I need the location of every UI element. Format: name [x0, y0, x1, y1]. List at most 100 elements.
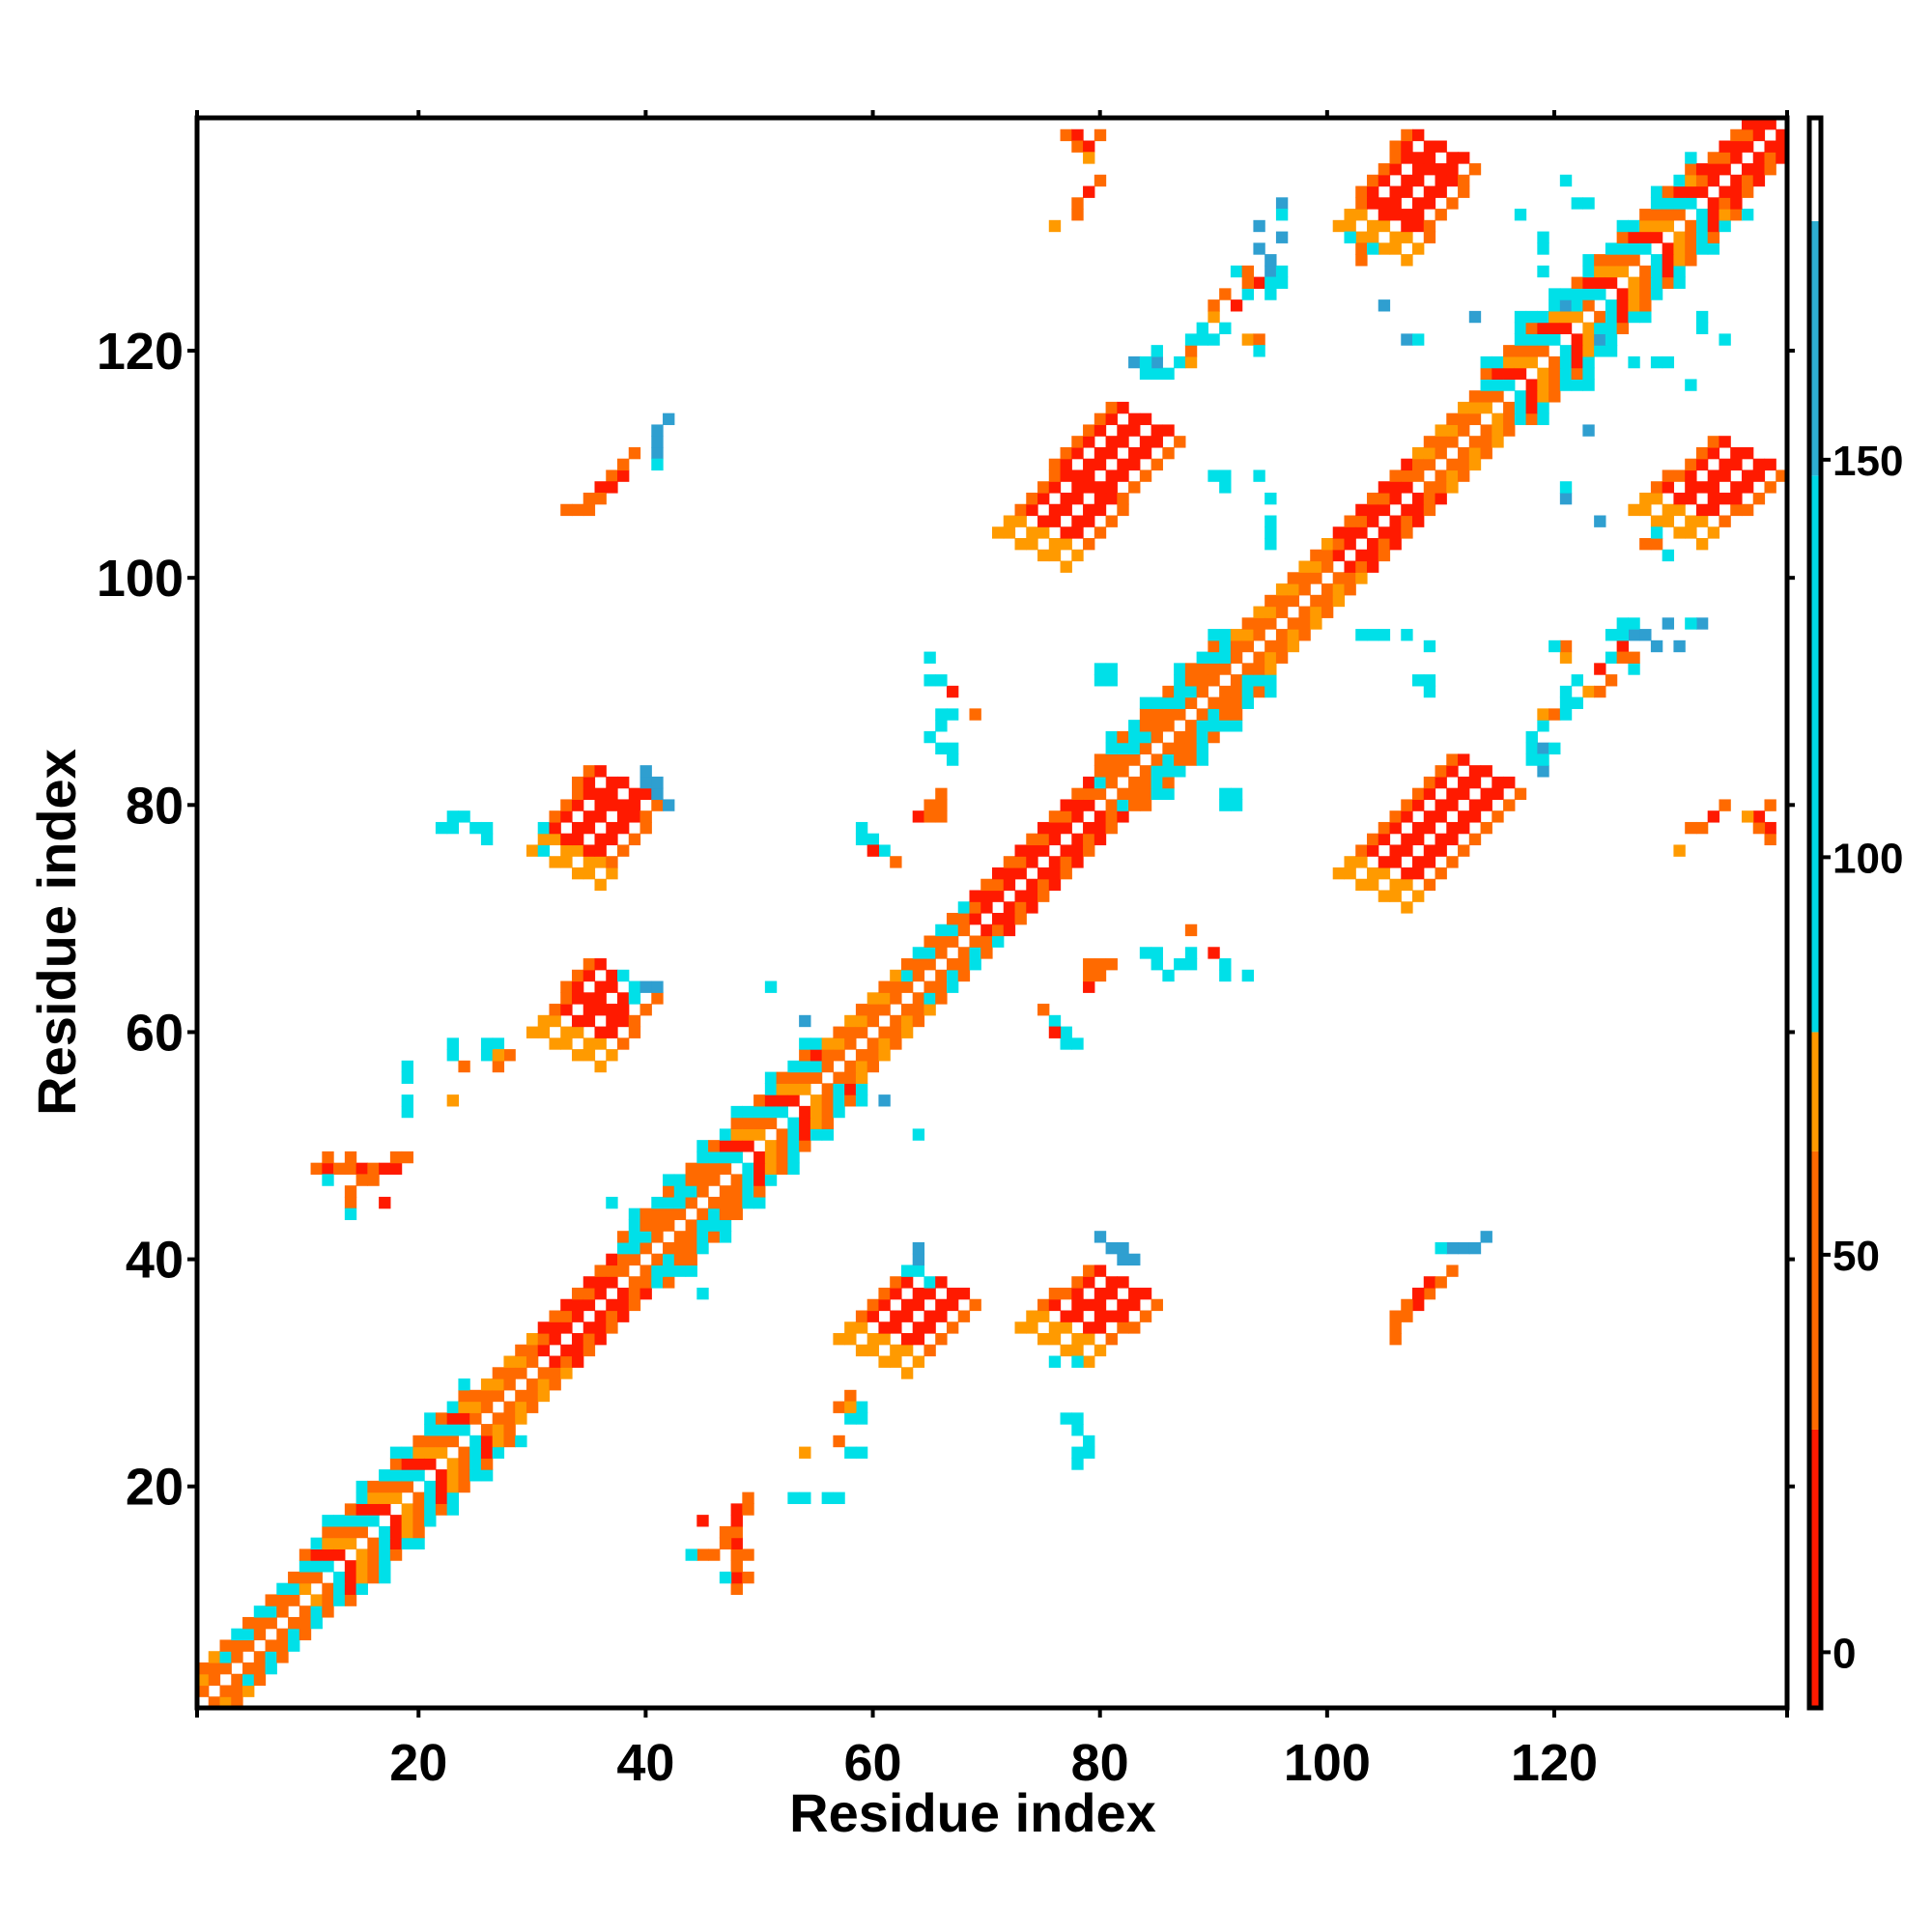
- heatmap-cell: [1559, 685, 1573, 698]
- heatmap-cell: [1525, 345, 1538, 357]
- heatmap-cell: [333, 1582, 346, 1596]
- heatmap-cell: [1730, 458, 1743, 471]
- heatmap-cell: [1083, 152, 1095, 164]
- heatmap-cell: [526, 1026, 539, 1038]
- heatmap-cell: [1094, 765, 1107, 778]
- heatmap-cell: [912, 1264, 925, 1277]
- heatmap-cell: [333, 1548, 346, 1561]
- heatmap-cell: [1048, 1026, 1062, 1038]
- heatmap-cell: [355, 1503, 368, 1516]
- heatmap-cell: [1537, 242, 1549, 255]
- heatmap-cell: [696, 1515, 709, 1527]
- x-axis: 20 40 60 80 100 120: [195, 110, 1789, 1792]
- heatmap-cell: [1105, 436, 1118, 448]
- heatmap-cell: [912, 947, 925, 959]
- heatmap-cell: [435, 1435, 448, 1448]
- heatmap-cell: [753, 1151, 766, 1164]
- heatmap-cell: [1401, 1310, 1413, 1322]
- heatmap-cell: [1060, 446, 1072, 460]
- heatmap-cell: [651, 1264, 664, 1277]
- heatmap-cell: [560, 503, 573, 517]
- heatmap-cell: [1741, 163, 1754, 176]
- heatmap-cell: [379, 1525, 391, 1539]
- heatmap-cell: [1287, 639, 1300, 653]
- heatmap-cell: [617, 469, 630, 482]
- heatmap-cell: [1060, 856, 1072, 868]
- heatmap-cell: [1628, 663, 1640, 675]
- heatmap-cell: [1673, 231, 1686, 243]
- heatmap-cell: [1458, 844, 1470, 857]
- heatmap-cell: [1128, 481, 1141, 494]
- heatmap-cell: [1458, 424, 1470, 437]
- y-axis-title: Residue index: [26, 749, 87, 1116]
- heatmap-cell: [912, 1287, 925, 1300]
- heatmap-cell: [1605, 254, 1618, 267]
- heatmap-cell: [764, 1105, 778, 1119]
- heatmap-cell: [821, 1049, 834, 1062]
- heatmap-cell: [1662, 481, 1675, 494]
- heatmap-cell: [1650, 276, 1663, 289]
- heatmap-cell: [1389, 1321, 1402, 1334]
- heatmap-cell: [469, 1401, 482, 1413]
- heatmap-cell: [1264, 515, 1277, 527]
- heatmap-cell: [651, 776, 664, 789]
- heatmap-cell: [526, 1355, 539, 1368]
- heatmap-cell: [253, 1628, 267, 1641]
- heatmap-cell: [1514, 209, 1527, 221]
- heatmap-cell: [1639, 242, 1652, 255]
- heatmap-cell: [1628, 617, 1640, 630]
- heatmap-cell: [606, 787, 618, 801]
- heatmap-cell: [1037, 890, 1050, 902]
- heatmap-cell: [617, 1298, 630, 1312]
- heatmap-cell: [1389, 890, 1402, 902]
- heatmap-cell: [890, 1321, 902, 1334]
- heatmap-cell: [1264, 663, 1277, 675]
- heatmap-cell: [1071, 469, 1084, 482]
- heatmap-cell: [1208, 310, 1220, 324]
- heatmap-cell: [560, 810, 573, 823]
- heatmap-cell: [1503, 345, 1516, 357]
- heatmap-cell: [1525, 401, 1538, 414]
- x-tick-label: 20: [389, 1734, 447, 1792]
- heatmap-cell: [298, 1560, 312, 1573]
- heatmap-cell: [1060, 538, 1072, 551]
- heatmap-cell: [1219, 481, 1232, 494]
- heatmap-cell: [1332, 549, 1346, 562]
- heatmap-cell: [537, 844, 551, 857]
- heatmap-cell: [1105, 742, 1118, 754]
- heatmap-cell: [1423, 219, 1436, 233]
- heatmap-cell: [1014, 515, 1027, 527]
- heatmap-cell: [1275, 197, 1289, 210]
- heatmap-cell: [1117, 424, 1129, 437]
- heatmap-cell: [867, 992, 880, 1005]
- heatmap-cell: [1650, 526, 1663, 539]
- heatmap-cell: [492, 1435, 505, 1448]
- heatmap-cell: [1128, 1253, 1141, 1266]
- heatmap-cell: [219, 1639, 232, 1652]
- heatmap-cell: [606, 799, 618, 811]
- heatmap-cell: [1492, 379, 1504, 391]
- heatmap-cell: [1685, 379, 1697, 391]
- heatmap-cell: [1184, 753, 1198, 766]
- heatmap-cell: [1071, 1344, 1084, 1357]
- heatmap-cell: [1264, 526, 1277, 539]
- heatmap-cell: [742, 1571, 754, 1584]
- heatmap-cell: [310, 1560, 323, 1573]
- heatmap-cell: [946, 913, 959, 925]
- heatmap-cell: [1071, 1355, 1084, 1368]
- heatmap-cell: [776, 1162, 788, 1176]
- heatmap-cell: [890, 1014, 902, 1028]
- heatmap-cell: [1230, 787, 1243, 801]
- heatmap-cell: [878, 1355, 891, 1368]
- heatmap-cell: [1628, 231, 1640, 243]
- heatmap-cell: [1730, 503, 1743, 517]
- heatmap-cell: [1366, 867, 1379, 880]
- heatmap-cell: [1094, 674, 1107, 687]
- heatmap-cell: [900, 1014, 914, 1028]
- heatmap-cell: [1423, 639, 1436, 653]
- heatmap-cell: [1412, 174, 1425, 187]
- heatmap-cell: [696, 1140, 709, 1152]
- heatmap-cell: [197, 1673, 210, 1687]
- heatmap-cell: [389, 1480, 403, 1493]
- heatmap-cell: [1719, 436, 1731, 448]
